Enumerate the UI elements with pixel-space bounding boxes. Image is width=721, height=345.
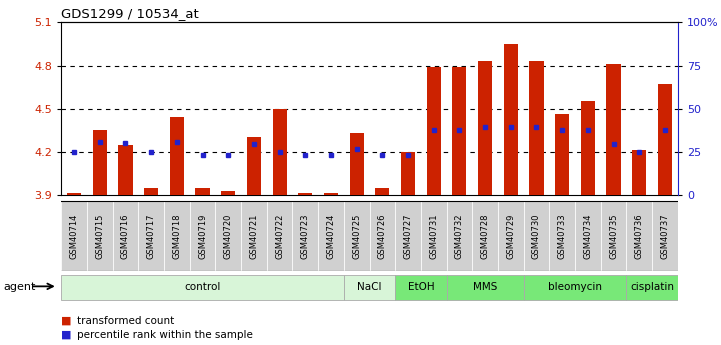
- Text: GSM40729: GSM40729: [506, 213, 516, 259]
- Bar: [452, 67, 466, 195]
- Text: GSM40715: GSM40715: [95, 213, 105, 259]
- Text: GSM40714: GSM40714: [70, 213, 79, 259]
- Bar: [632, 150, 646, 195]
- Bar: [549, 201, 575, 271]
- Text: GSM40730: GSM40730: [532, 213, 541, 259]
- Bar: [93, 130, 107, 195]
- Bar: [606, 64, 621, 195]
- Text: GSM40728: GSM40728: [481, 213, 490, 259]
- Bar: [395, 201, 421, 271]
- Bar: [221, 190, 235, 195]
- Text: GSM40732: GSM40732: [455, 213, 464, 259]
- Bar: [446, 201, 472, 271]
- Bar: [144, 188, 158, 195]
- Bar: [298, 194, 312, 195]
- Bar: [170, 117, 184, 195]
- Bar: [376, 188, 389, 195]
- Text: NaCl: NaCl: [358, 282, 381, 292]
- Text: bleomycin: bleomycin: [548, 282, 602, 292]
- Text: GSM40734: GSM40734: [583, 213, 593, 259]
- Bar: [478, 61, 492, 195]
- Bar: [627, 201, 652, 271]
- Text: GDS1299 / 10534_at: GDS1299 / 10534_at: [61, 7, 199, 20]
- Bar: [575, 201, 601, 271]
- Text: GSM40733: GSM40733: [557, 213, 567, 259]
- Bar: [350, 133, 363, 195]
- Bar: [195, 188, 210, 195]
- Bar: [267, 201, 293, 271]
- Text: GSM40724: GSM40724: [327, 213, 335, 259]
- Bar: [652, 201, 678, 271]
- Bar: [138, 201, 164, 271]
- Text: MMS: MMS: [473, 282, 497, 292]
- Bar: [318, 201, 344, 271]
- Bar: [61, 275, 344, 300]
- Bar: [118, 145, 133, 195]
- Bar: [370, 201, 395, 271]
- Text: agent: agent: [4, 282, 36, 292]
- Text: GSM40731: GSM40731: [429, 213, 438, 259]
- Text: GSM40719: GSM40719: [198, 213, 207, 259]
- Text: GSM40720: GSM40720: [224, 213, 233, 259]
- Bar: [446, 275, 523, 300]
- Text: GSM40722: GSM40722: [275, 213, 284, 259]
- Bar: [164, 201, 190, 271]
- Bar: [216, 201, 241, 271]
- Bar: [421, 201, 446, 271]
- Bar: [523, 275, 627, 300]
- Text: percentile rank within the sample: percentile rank within the sample: [77, 330, 253, 339]
- Text: GSM40718: GSM40718: [172, 213, 182, 259]
- Text: GSM40723: GSM40723: [301, 213, 310, 259]
- Bar: [529, 61, 544, 195]
- Text: ■: ■: [61, 316, 72, 326]
- Bar: [658, 84, 672, 195]
- Text: control: control: [185, 282, 221, 292]
- Text: EtOH: EtOH: [407, 282, 434, 292]
- Bar: [523, 201, 549, 271]
- Bar: [293, 201, 318, 271]
- Bar: [504, 44, 518, 195]
- Bar: [627, 275, 678, 300]
- Bar: [395, 275, 446, 300]
- Text: GSM40735: GSM40735: [609, 213, 618, 259]
- Bar: [324, 194, 338, 195]
- Text: GSM40737: GSM40737: [660, 213, 669, 259]
- Bar: [67, 194, 81, 195]
- Text: transformed count: transformed count: [77, 316, 174, 326]
- Bar: [241, 201, 267, 271]
- Bar: [472, 201, 498, 271]
- Bar: [427, 67, 441, 195]
- Bar: [247, 137, 261, 195]
- Bar: [498, 201, 523, 271]
- Bar: [61, 201, 87, 271]
- Bar: [601, 201, 627, 271]
- Bar: [581, 101, 595, 195]
- Bar: [344, 275, 395, 300]
- Text: GSM40717: GSM40717: [146, 213, 156, 259]
- Text: GSM40716: GSM40716: [121, 213, 130, 259]
- Text: GSM40736: GSM40736: [634, 213, 644, 259]
- Bar: [273, 109, 287, 195]
- Text: GSM40721: GSM40721: [249, 213, 258, 259]
- Text: cisplatin: cisplatin: [630, 282, 674, 292]
- Text: GSM40726: GSM40726: [378, 213, 387, 259]
- Bar: [555, 115, 569, 195]
- Bar: [87, 201, 112, 271]
- Text: GSM40725: GSM40725: [352, 213, 361, 259]
- Bar: [112, 201, 138, 271]
- Bar: [344, 201, 370, 271]
- Bar: [190, 201, 216, 271]
- Bar: [401, 152, 415, 195]
- Text: GSM40727: GSM40727: [404, 213, 412, 259]
- Text: ■: ■: [61, 330, 72, 339]
